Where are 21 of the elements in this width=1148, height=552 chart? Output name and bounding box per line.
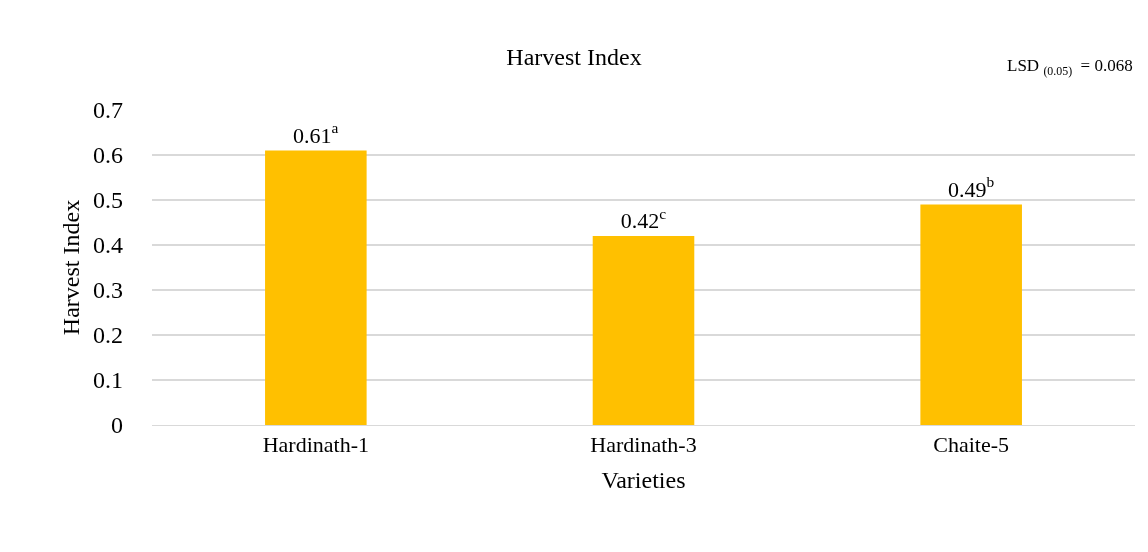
y-tick-label: 0.2 — [93, 322, 123, 349]
bar — [592, 236, 695, 425]
y-tick-label: 0.5 — [93, 187, 123, 214]
y-tick-label: 0.7 — [93, 97, 123, 124]
x-axis-title: Varieties — [601, 466, 686, 493]
data-label: 0.49$^{b}$ — [947, 173, 995, 202]
text: LSD $_{(0.05)}$ = 0.068 — [1007, 56, 1133, 78]
data-label: 0.61$^{a}$ — [293, 119, 339, 148]
y-tick-label: 0.6 — [93, 142, 123, 169]
bar — [920, 204, 1022, 425]
y-tick-label: 0.4 — [93, 232, 123, 259]
chart-title: Harvest Index — [506, 44, 642, 71]
y-tick-label: 0.1 — [93, 367, 123, 394]
x-tick-label: Hardinath-3 — [590, 432, 697, 458]
bar — [265, 150, 367, 425]
x-tick-label: Hardinath-1 — [262, 432, 369, 458]
y-tick-label: 0 — [111, 412, 123, 439]
data-label: 0.42$^{c}$ — [620, 204, 667, 233]
y-tick-label: 0.3 — [93, 277, 123, 304]
x-tick-label: Chaite-5 — [933, 432, 1010, 458]
y-axis-title: Harvest Index — [58, 199, 85, 336]
